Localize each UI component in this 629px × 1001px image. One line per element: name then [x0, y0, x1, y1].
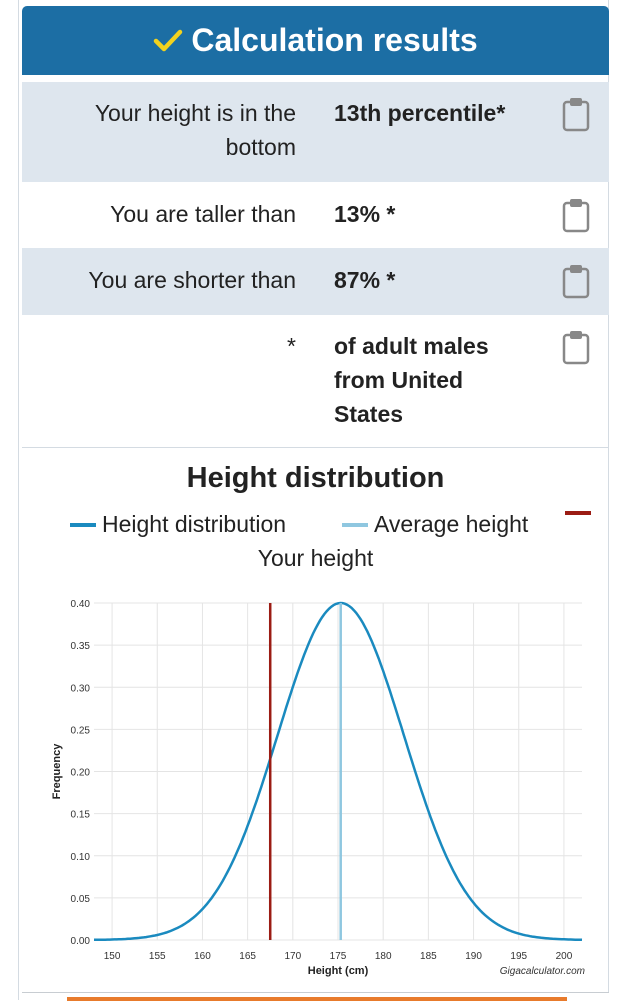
- divider: [22, 447, 609, 448]
- y-tick-label: 0.35: [71, 641, 91, 652]
- x-tick-label: 185: [420, 951, 437, 962]
- clipboard-icon[interactable]: [562, 96, 590, 132]
- legend-swatch: [70, 522, 96, 527]
- result-label: *: [287, 333, 296, 359]
- bottom-strip: [22, 992, 609, 1001]
- x-tick-label: 170: [284, 951, 301, 962]
- y-tick-label: 0.20: [71, 768, 91, 779]
- clipboard-icon[interactable]: [562, 329, 590, 365]
- result-label-line: Your height is in the: [94, 100, 296, 126]
- legend-label: Your height: [257, 545, 374, 571]
- distribution-curve: [94, 601, 583, 942]
- y-tick-label: 0.25: [71, 725, 91, 736]
- result-value: 13% *: [334, 201, 396, 227]
- x-tick-label: 150: [104, 951, 121, 962]
- legend-swatch: [342, 522, 368, 527]
- y-tick-label: 0.05: [71, 894, 91, 905]
- x-tick-label: 165: [239, 951, 256, 962]
- result-value: 87% *: [334, 267, 396, 293]
- y-axis-title: Frequency: [51, 743, 63, 800]
- result-label: You are shorter than: [88, 267, 296, 293]
- result-label-line: bottom: [225, 134, 296, 160]
- x-axis-title: Height (cm): [308, 965, 369, 977]
- y-tick-label: 0.40: [71, 599, 91, 610]
- clipboard-icon[interactable]: [562, 197, 590, 233]
- result-label: Your height is in the bottom: [46, 96, 296, 164]
- y-tick-label: 0.00: [71, 936, 91, 947]
- x-tick-label: 190: [465, 951, 482, 962]
- result-value: 13th percentile*: [334, 100, 506, 126]
- legend-item-distribution[interactable]: Height distribution: [70, 511, 286, 538]
- x-tick-label: 195: [510, 951, 527, 962]
- x-tick-label: 175: [330, 951, 347, 962]
- x-tick-label: 160: [194, 951, 211, 962]
- legend-item-your-height[interactable]: Your height: [22, 545, 609, 572]
- clipboard-icon[interactable]: [562, 263, 590, 299]
- x-tick-label: 180: [375, 951, 392, 962]
- legend-label: Average height: [374, 511, 529, 537]
- height-distribution-chart: 0.00 0.05 0.10 0.15 0.20 0.25 0.30 0.35 0.40 150 1…: [51, 599, 585, 977]
- chart-title: Height distribution: [186, 462, 445, 494]
- y-tick-label: 0.30: [71, 683, 91, 694]
- result-value-line: from United: [334, 367, 464, 393]
- result-row-population: * of adult males from United States: [22, 315, 609, 445]
- result-value-line: of adult males: [334, 333, 489, 359]
- legend-item-your-height-swatch[interactable]: [565, 511, 597, 515]
- x-tick-label: 155: [149, 951, 166, 962]
- legend-item-average[interactable]: Average height: [342, 511, 528, 538]
- result-row-shorter: You are shorter than 87% *: [22, 248, 609, 315]
- results-card: Calculation results Your height is in th…: [18, 0, 609, 1001]
- legend-swatch: [565, 511, 591, 515]
- checkmark-icon: [154, 29, 183, 51]
- chart-credit: Gigacalculator.com: [500, 966, 585, 977]
- results-header: Calculation results: [22, 6, 609, 75]
- x-tick-label: 200: [556, 951, 573, 962]
- result-row-percentile: Your height is in the bottom 13th percen…: [22, 82, 609, 182]
- result-value-line: States: [334, 401, 404, 427]
- legend-label: Height distribution: [102, 511, 287, 537]
- y-tick-label: 0.10: [71, 852, 91, 863]
- result-label: You are taller than: [110, 201, 296, 227]
- results-title: Calculation results: [191, 22, 478, 58]
- result-value: of adult males from United States: [334, 329, 534, 431]
- result-row-taller: You are taller than 13% *: [22, 182, 609, 248]
- y-tick-label: 0.15: [71, 810, 91, 821]
- bottom-strip-bar: [67, 997, 567, 1001]
